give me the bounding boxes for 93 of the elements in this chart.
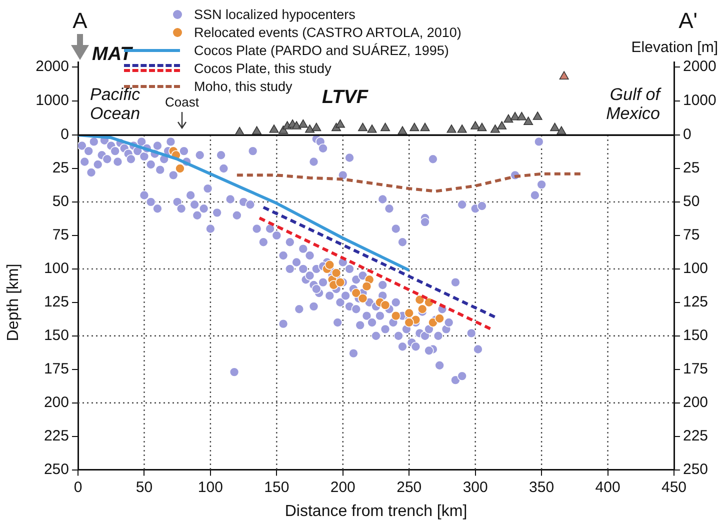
annotation: MAT [92,44,134,66]
y2-tick-label: 75 [683,226,700,244]
x-tick-label: 350 [529,478,554,496]
point [398,126,408,135]
line-series [235,172,583,193]
point [556,126,566,135]
point [414,294,425,305]
x-tick-label: 50 [136,478,153,496]
point [367,124,377,133]
point [335,277,346,288]
x-tick-label: 150 [264,478,290,496]
point [434,314,444,324]
y2-tick-label: 125 [683,294,708,311]
y2-axis-title: Elevation [m] [631,39,718,56]
point [331,268,342,278]
annotation: LTVF [322,87,370,108]
y-tick-label: 2000 [36,58,69,76]
y2-tick-label: 50 [683,193,700,210]
point [559,71,569,80]
y2-tick-label: 0 [683,126,692,144]
legend-label: Cocos Plate, this study [194,60,332,76]
legend-label: Cocos Plate (PARDO and SUÁREZ, 1995) [194,42,449,58]
point [404,318,414,328]
point [477,122,487,132]
point [532,112,542,120]
point [417,304,428,314]
y2-tick-label: 25 [683,160,700,177]
point [234,126,244,135]
x-tick-label: 450 [661,478,687,496]
y-tick-label: 200 [44,394,69,411]
point [390,310,401,321]
point [470,121,480,130]
y-tick-label: 25 [52,160,69,177]
y-tick-label: 250 [44,460,69,478]
y2-tick-label: 150 [683,327,708,344]
y-tick-label: 50 [52,193,69,210]
point [336,119,345,128]
point [324,260,335,270]
x-axis-title: Distance from trench [km] [284,502,468,520]
legend-label: Relocated events (CASTRO ARTOLA, 2010) [194,24,462,40]
point [305,124,315,133]
y2-tick-label: 2000 [683,58,716,76]
y-axis-title: Depth [km] [5,264,22,342]
point [358,122,368,132]
point [550,122,560,132]
y-tick-label: 125 [44,294,69,311]
x-tick-label: 100 [198,478,223,496]
point [351,288,362,298]
point [404,308,414,318]
x-tick-label: 0 [74,478,82,496]
point [269,124,279,133]
point [252,126,262,135]
point [380,300,390,310]
y-tick-label: 150 [44,327,69,344]
y2-tick-label: 1000 [683,92,716,110]
y2-tick-label: 250 [683,460,708,478]
point [504,114,514,123]
point [457,124,467,133]
point [446,124,456,133]
y2-tick-label: 200 [683,394,708,411]
y-tick-label: 0 [60,126,69,144]
legend-label: SSN localized hypocenters [194,6,356,22]
legend-label: Moho, this study [194,78,292,94]
x-tick-label: 400 [595,478,620,496]
annotation: Pacific Ocean [90,85,141,124]
point [358,293,368,304]
point [175,164,185,174]
y2-tick-label: 100 [683,260,708,278]
point [362,281,372,292]
y2-tick-label: 225 [683,427,708,444]
point [490,124,500,133]
text: A [72,8,88,34]
y-tick-label: 100 [44,260,69,278]
point [410,122,420,132]
y-tick-label: 225 [44,427,69,444]
point [497,121,507,130]
point [380,122,390,132]
point [298,119,308,128]
y-tick-label: 175 [44,360,69,378]
point [420,122,430,132]
point [292,121,302,130]
text: A' [678,8,698,34]
point [516,112,526,120]
y-tick-label: 75 [52,226,69,244]
x-tick-label: 200 [330,478,356,496]
point [524,116,534,125]
y2-tick-label: 175 [683,360,708,378]
x-tick-label: 300 [462,478,488,496]
annotation: Coast [165,94,200,110]
x-tick-label: 250 [396,478,422,496]
annotation: Gulf of Mexico [606,85,662,124]
point [312,122,322,132]
y-tick-label: 1000 [36,92,69,110]
